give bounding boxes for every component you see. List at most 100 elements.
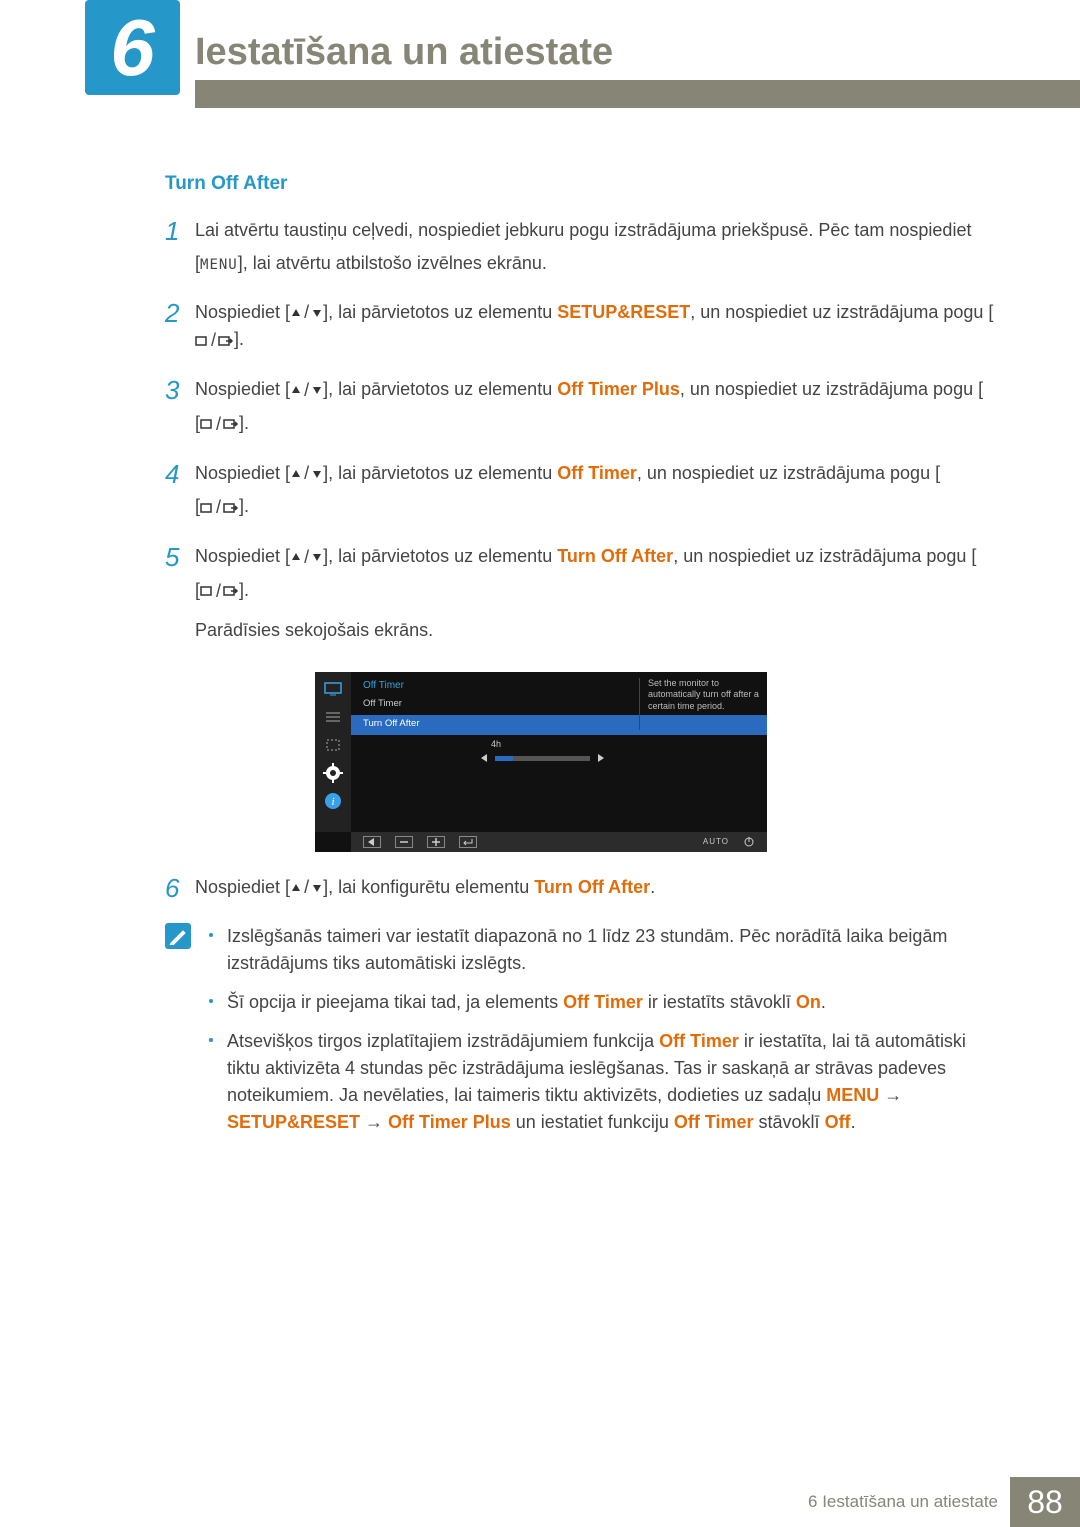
osd-panel: i Off Timer Off Timer Turn Off After 4h … <box>315 672 767 852</box>
slider-value: 4h <box>491 738 501 752</box>
plus-icon <box>427 836 445 848</box>
keyword: Off Timer <box>674 1112 754 1132</box>
content-body: Turn Off After 1 Lai atvērtu taustiņu ce… <box>0 110 1080 1148</box>
up-down-icon: / <box>290 874 323 901</box>
slider-fill <box>495 756 513 761</box>
up-down-icon: / <box>290 460 323 487</box>
text: , un nospiediet uz izstrādājuma pogu [ <box>637 463 940 483</box>
text: Izslēgšanās taimeri var iestatīt diapazo… <box>227 926 947 973</box>
text: ], lai pārvietotos uz elementu <box>323 379 557 399</box>
box-enter-icon: / <box>200 578 239 605</box>
text: Nospiediet [ <box>195 877 290 897</box>
text: ], lai konfigurētu elementu <box>323 877 534 897</box>
text: , un nospiediet uz izstrādājuma pogu [ <box>680 379 983 399</box>
text: . <box>650 877 655 897</box>
menu-key: MENU <box>200 257 238 273</box>
text: . <box>821 992 826 1012</box>
bullet-3: Atsevišķos tirgos izplatītajiem izstrādā… <box>209 1028 995 1136</box>
page-footer: 6 Iestatīšana un atiestate 88 <box>0 1477 1080 1527</box>
step-number: 5 <box>165 543 195 650</box>
minus-icon <box>395 836 413 848</box>
step-4: 4 Nospiediet [/], lai pārvietotos uz ele… <box>165 460 995 528</box>
bullet-1: Izslēgšanās taimeri var iestatīt diapazo… <box>209 923 995 977</box>
osd-tip: Set the monitor to automatically turn of… <box>639 678 759 730</box>
note-bullets: Izslēgšanās taimeri var iestatīt diapazo… <box>209 923 995 1148</box>
keyword: Turn Off After <box>557 546 673 566</box>
size-icon <box>322 734 344 756</box>
left-arrow-icon <box>481 754 489 762</box>
gear-icon <box>322 762 344 784</box>
text: Nospiediet [ <box>195 302 290 322</box>
text: Nospiediet [ <box>195 546 290 566</box>
keyword: SETUP&RESET <box>227 1112 360 1132</box>
step-1: 1 Lai atvērtu taustiņu ceļvedi, nospiedi… <box>165 217 995 283</box>
section-title: Turn Off After <box>165 170 995 199</box>
osd-main: Off Timer Off Timer Turn Off After 4h Se… <box>351 672 767 832</box>
step-3: 3 Nospiediet [/], lai pārvietotos uz ele… <box>165 376 995 444</box>
keyword: Off Timer <box>659 1031 739 1051</box>
text: un iestatiet funkciju <box>511 1112 674 1132</box>
right-arrow-icon <box>596 754 604 762</box>
box-enter-icon: / <box>195 327 234 354</box>
step-text: Nospiediet [/], lai pārvietotos uz eleme… <box>195 543 995 650</box>
text: Parādīsies sekojošais ekrāns. <box>195 617 995 644</box>
slider-track <box>495 756 590 761</box>
step-number: 6 <box>165 874 195 908</box>
step-2: 2 Nospiediet [/], lai pārvietotos uz ele… <box>165 299 995 361</box>
keyword: Off Timer <box>563 992 643 1012</box>
text: Atsevišķos tirgos izplatītajiem izstrādā… <box>227 1031 659 1051</box>
label: Off Timer <box>363 697 473 711</box>
step-5: 5 Nospiediet [/], lai pārvietotos uz ele… <box>165 543 995 650</box>
text: . <box>851 1112 856 1132</box>
keyword: Off Timer <box>557 463 637 483</box>
text: ir iestatīts stāvoklī <box>643 992 796 1012</box>
chapter-title: Iestatīšana un atiestate <box>195 24 613 81</box>
text: , un nospiediet uz izstrādājuma pogu [ <box>673 546 976 566</box>
auto-label: AUTO <box>703 836 729 848</box>
step-number: 3 <box>165 376 195 444</box>
bullet-2: Šī opcija ir pieejama tikai tad, ja elem… <box>209 989 995 1016</box>
arrow: → <box>879 1085 902 1105</box>
step-text: Lai atvērtu taustiņu ceļvedi, nospiediet… <box>195 217 995 283</box>
osd-sidebar: i <box>315 672 351 832</box>
keyword: MENU <box>826 1085 879 1105</box>
osd-slider <box>351 751 767 762</box>
box-enter-icon: / <box>200 494 239 521</box>
text: , un nospiediet uz izstrādājuma pogu [ <box>690 302 993 322</box>
keyword: SETUP&RESET <box>557 302 690 322</box>
text: ], lai pārvietotos uz elementu <box>323 463 557 483</box>
page-header: 6 Iestatīšana un atiestate <box>0 0 1080 110</box>
header-bar <box>195 80 1080 108</box>
keyword: Off Timer Plus <box>557 379 680 399</box>
text: Nospiediet [ <box>195 463 290 483</box>
step-text: Nospiediet [/], lai pārvietotos uz eleme… <box>195 460 995 528</box>
info-icon: i <box>322 790 344 812</box>
text: ]. <box>239 580 249 600</box>
box-enter-icon: / <box>200 411 239 438</box>
chapter-badge: 6 <box>85 0 180 95</box>
step-number: 1 <box>165 217 195 283</box>
step-text: Nospiediet [/], lai pārvietotos uz eleme… <box>195 299 995 361</box>
back-icon <box>363 836 381 848</box>
monitor-icon <box>322 678 344 700</box>
svg-text:i: i <box>331 796 334 808</box>
step-text: Nospiediet [/], lai konfigurētu elementu… <box>195 874 995 908</box>
power-icon <box>743 836 755 848</box>
text: ]. <box>239 413 249 433</box>
text: Nospiediet [ <box>195 379 290 399</box>
keyword: Off <box>825 1112 851 1132</box>
text: ], lai atvērtu atbilstošo izvēlnes ekrān… <box>238 253 547 273</box>
note-icon <box>165 923 191 949</box>
note-block: Izslēgšanās taimeri var iestatīt diapazo… <box>165 923 995 1148</box>
up-down-icon: / <box>290 377 323 404</box>
text: Šī opcija ir pieejama tikai tad, ja elem… <box>227 992 563 1012</box>
text: ], lai pārvietotos uz elementu <box>323 302 557 322</box>
text: ]. <box>239 496 249 516</box>
osd-screenshot: i Off Timer Off Timer Turn Off After 4h … <box>315 672 767 852</box>
footer-text: 6 Iestatīšana un atiestate <box>808 1489 998 1515</box>
label: Turn Off After <box>363 717 473 731</box>
step-6: 6 Nospiediet [/], lai konfigurētu elemen… <box>165 874 995 908</box>
text: ]. <box>234 329 244 349</box>
up-down-icon: / <box>290 299 323 326</box>
text: stāvoklī <box>754 1112 825 1132</box>
